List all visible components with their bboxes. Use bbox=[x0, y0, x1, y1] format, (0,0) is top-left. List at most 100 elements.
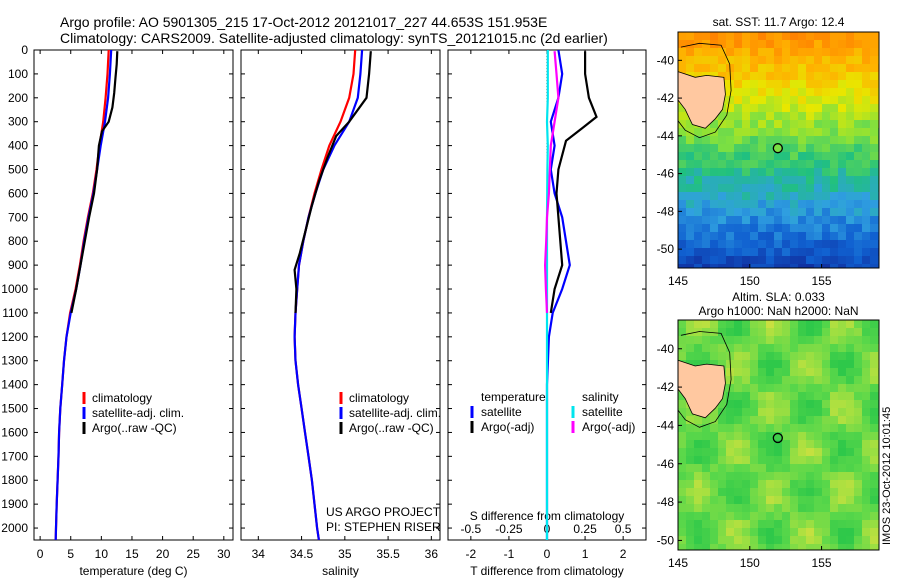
field-cell bbox=[766, 192, 774, 200]
field-cell bbox=[686, 128, 694, 136]
field-cell bbox=[742, 344, 750, 352]
field-cell bbox=[822, 264, 830, 268]
field-cell bbox=[838, 64, 846, 72]
field-cell bbox=[774, 472, 782, 480]
field-cell bbox=[694, 504, 702, 512]
field-cell bbox=[750, 184, 758, 192]
field-cell bbox=[790, 216, 798, 224]
field-cell bbox=[734, 32, 742, 40]
field-cell bbox=[862, 232, 870, 240]
field-cell bbox=[846, 400, 854, 408]
field-cell bbox=[822, 336, 830, 344]
field-cell bbox=[758, 160, 766, 168]
field-cell bbox=[726, 408, 734, 416]
field-cell bbox=[710, 328, 718, 336]
field-cell bbox=[854, 472, 862, 480]
field-cell bbox=[718, 176, 726, 184]
y-tick-label: 1900 bbox=[1, 497, 28, 511]
field-cell bbox=[782, 48, 790, 56]
field-cell bbox=[702, 200, 710, 208]
field-cell bbox=[766, 320, 774, 328]
field-cell bbox=[750, 504, 758, 512]
field-cell bbox=[774, 320, 782, 328]
field-cell bbox=[814, 464, 822, 472]
field-cell bbox=[734, 352, 742, 360]
field-cell bbox=[870, 376, 878, 384]
field-cell bbox=[782, 104, 790, 112]
field-cell bbox=[870, 136, 878, 144]
field-cell bbox=[702, 480, 710, 488]
argo-position-marker bbox=[772, 432, 783, 444]
field-cell bbox=[710, 416, 718, 424]
field-cell bbox=[766, 536, 774, 544]
field-cell bbox=[742, 200, 750, 208]
field-cell bbox=[750, 160, 758, 168]
field-cell bbox=[822, 72, 830, 80]
field-cell bbox=[798, 520, 806, 528]
y-tick-label: 600 bbox=[8, 186, 28, 200]
field-cell bbox=[830, 464, 838, 472]
field-cell bbox=[798, 208, 806, 216]
difference-xlabel: T difference from climatology bbox=[470, 564, 624, 578]
field-cell bbox=[734, 112, 742, 120]
field-cell bbox=[862, 472, 870, 480]
field-cell bbox=[830, 136, 838, 144]
field-cell bbox=[790, 528, 798, 536]
field-cell bbox=[774, 64, 782, 72]
field-cell bbox=[822, 440, 830, 448]
field-cell bbox=[774, 392, 782, 400]
field-cell bbox=[862, 120, 870, 128]
field-cell bbox=[774, 384, 782, 392]
field-cell bbox=[734, 168, 742, 176]
field-cell bbox=[822, 448, 830, 456]
field-cell bbox=[758, 512, 766, 520]
field-cell bbox=[854, 344, 862, 352]
field-cell bbox=[870, 488, 878, 496]
field-cell bbox=[718, 544, 726, 550]
field-cell bbox=[814, 496, 822, 504]
field-cell bbox=[806, 448, 814, 456]
field-cell bbox=[734, 376, 742, 384]
field-cell bbox=[846, 72, 854, 80]
field-cell bbox=[838, 328, 846, 336]
legend-label: Argo(..raw -QC) bbox=[349, 421, 434, 435]
field-cell bbox=[798, 88, 806, 96]
field-cell bbox=[766, 72, 774, 80]
field-cell bbox=[766, 88, 774, 96]
field-cell bbox=[750, 168, 758, 176]
field-cell bbox=[766, 240, 774, 248]
field-cell bbox=[838, 144, 846, 152]
field-cell bbox=[702, 344, 710, 352]
field-cell bbox=[854, 56, 862, 64]
field-cell bbox=[686, 344, 694, 352]
field-cell bbox=[766, 448, 774, 456]
field-cell bbox=[758, 224, 766, 232]
field-cell bbox=[790, 368, 798, 376]
field-cell bbox=[870, 440, 878, 448]
field-cell bbox=[862, 80, 870, 88]
field-cell bbox=[862, 512, 870, 520]
field-cell bbox=[686, 144, 694, 152]
field-cell bbox=[806, 256, 814, 264]
field-cell bbox=[686, 152, 694, 160]
field-cell bbox=[790, 520, 798, 528]
field-cell bbox=[686, 520, 694, 528]
field-cell bbox=[838, 112, 846, 120]
field-cell bbox=[806, 168, 814, 176]
field-cell bbox=[862, 192, 870, 200]
field-cell bbox=[750, 32, 758, 40]
field-cell bbox=[854, 64, 862, 72]
field-cell bbox=[758, 256, 766, 264]
field-cell bbox=[702, 336, 710, 344]
field-cell bbox=[710, 480, 718, 488]
field-cell bbox=[774, 80, 782, 88]
y-tick-label: 1500 bbox=[1, 402, 28, 416]
field-cell bbox=[774, 56, 782, 64]
field-cell bbox=[766, 464, 774, 472]
field-cell bbox=[830, 336, 838, 344]
field-cell bbox=[782, 392, 790, 400]
field-cell bbox=[862, 400, 870, 408]
field-cell bbox=[726, 128, 734, 136]
field-cell bbox=[766, 176, 774, 184]
field-cell bbox=[766, 544, 774, 550]
